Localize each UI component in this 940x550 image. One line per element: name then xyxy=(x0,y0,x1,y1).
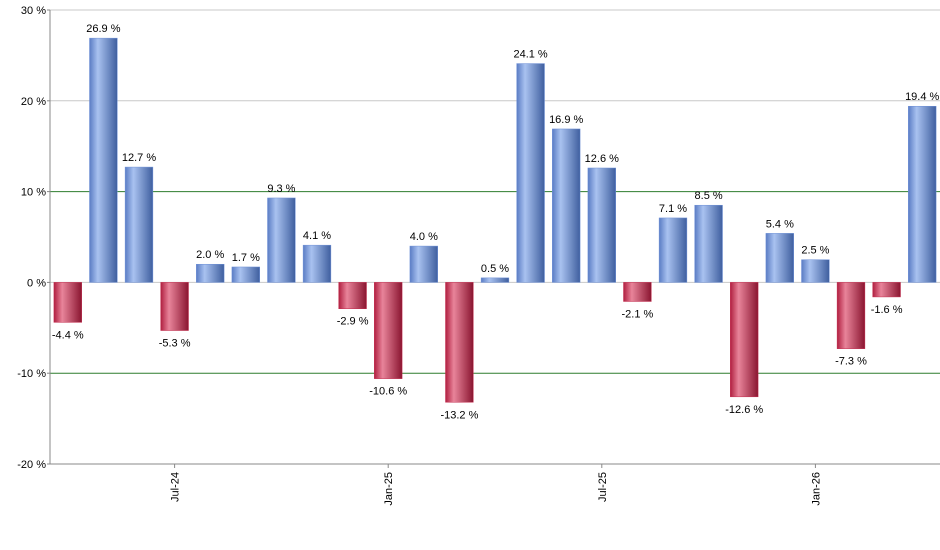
value-label: 2.5 % xyxy=(801,245,829,257)
bar xyxy=(302,244,332,283)
bar xyxy=(53,282,82,323)
value-label: 24.1 % xyxy=(513,49,547,61)
x-tick-label: Jan-25 xyxy=(383,472,395,506)
value-label: -2.9 % xyxy=(337,316,369,328)
y-tick-label: 20 % xyxy=(21,96,46,108)
y-tick-label: -10 % xyxy=(17,368,46,380)
bar xyxy=(836,282,866,349)
value-label: 26.9 % xyxy=(86,23,120,35)
bar xyxy=(480,277,510,283)
bar xyxy=(658,217,688,283)
x-tick-label: Jul-25 xyxy=(597,472,609,502)
bar xyxy=(516,63,545,283)
bar xyxy=(552,128,581,283)
bar xyxy=(409,245,438,283)
value-label: 4.1 % xyxy=(303,230,331,242)
value-label: 2.0 % xyxy=(196,249,224,261)
bar xyxy=(196,263,225,283)
bar xyxy=(374,282,403,379)
y-tick-label: 30 % xyxy=(21,5,46,17)
bar xyxy=(765,233,794,283)
value-label: -12.6 % xyxy=(725,404,763,416)
value-label: 5.4 % xyxy=(766,218,794,230)
bar xyxy=(338,282,367,309)
value-label: 19.4 % xyxy=(905,91,939,103)
value-label: 1.7 % xyxy=(232,252,260,264)
value-label: 12.6 % xyxy=(585,153,619,165)
bar xyxy=(124,166,154,283)
y-tick-label: -20 % xyxy=(17,459,46,471)
bar xyxy=(445,282,474,403)
value-label: 12.7 % xyxy=(122,152,156,164)
bar xyxy=(231,266,260,283)
value-label: 7.1 % xyxy=(659,203,687,215)
bar xyxy=(267,197,296,283)
x-tick-label: Jan-26 xyxy=(810,472,822,506)
bar xyxy=(908,105,937,283)
bar xyxy=(623,282,652,302)
x-tick-label: Jul-24 xyxy=(170,472,182,502)
bar xyxy=(89,37,118,283)
value-label: -5.3 % xyxy=(159,338,191,350)
bar xyxy=(694,204,723,283)
value-label: 4.0 % xyxy=(410,231,438,243)
bar xyxy=(730,282,759,398)
value-label: -4.4 % xyxy=(52,329,84,341)
y-tick-label: 10 % xyxy=(21,187,46,199)
value-label: 16.9 % xyxy=(549,114,583,126)
value-label: -2.1 % xyxy=(622,308,654,320)
bar xyxy=(160,282,189,331)
value-label: -13.2 % xyxy=(440,409,478,421)
value-label: 9.3 % xyxy=(267,183,295,195)
bar xyxy=(872,282,901,298)
bar xyxy=(801,259,830,283)
value-label: 8.5 % xyxy=(695,190,723,202)
value-label: -1.6 % xyxy=(871,304,903,316)
value-label: 0.5 % xyxy=(481,263,509,275)
value-label: -7.3 % xyxy=(835,356,867,368)
y-tick-label: 0 % xyxy=(27,277,46,289)
value-label: -10.6 % xyxy=(369,386,407,398)
bar xyxy=(587,167,616,283)
